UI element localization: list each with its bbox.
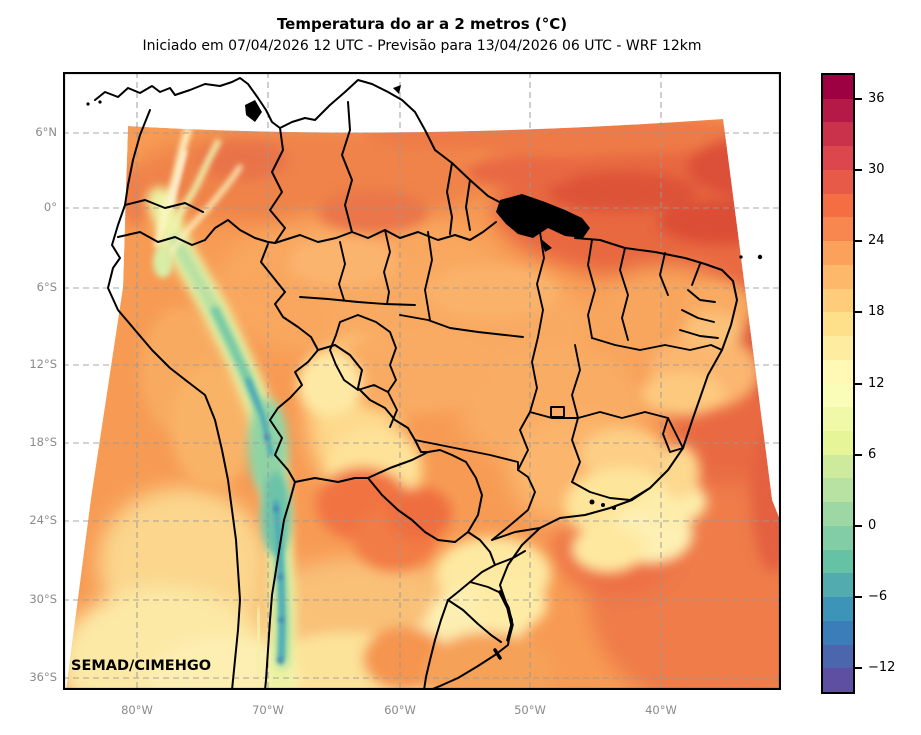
colorbar-tick xyxy=(855,667,862,670)
colorbar-tick-label: 12 xyxy=(868,375,885,391)
temperature-field xyxy=(66,119,780,690)
map-axes: SEMAD/CIMEHGO xyxy=(63,72,781,690)
patos-lagoon xyxy=(493,590,514,660)
lon-tick-label: 60°W xyxy=(384,703,416,717)
colorbar-band xyxy=(823,407,853,432)
colorbar-band xyxy=(823,98,853,123)
country-borders xyxy=(117,101,502,690)
lat-tick-label: 18°S xyxy=(29,435,57,449)
lat-tick-label: 30°S xyxy=(29,592,57,606)
lon-tick-label: 50°W xyxy=(514,703,546,717)
colorbar-band xyxy=(823,241,853,265)
andes-cold-strip xyxy=(147,187,297,690)
trinidad-island xyxy=(393,85,401,94)
lat-tick-label: 24°S xyxy=(29,513,57,527)
colorbar-band xyxy=(823,525,853,550)
colorbar-tick-label: 0 xyxy=(868,517,877,533)
colombia-cordilleras xyxy=(153,126,243,278)
colorbar-tick-label: 30 xyxy=(868,161,885,177)
colorbar xyxy=(821,73,855,694)
colorbar-band xyxy=(823,75,853,99)
colorbar-band xyxy=(823,668,853,693)
colorbar-tick xyxy=(855,382,862,385)
map-title: Temperatura do ar a 2 metros (°C) xyxy=(276,15,568,33)
colorbar-band xyxy=(823,549,853,574)
watermark: SEMAD/CIMEHGO xyxy=(71,658,212,674)
colorbar-tick xyxy=(855,97,862,100)
lat-tick-label: 0° xyxy=(43,200,57,214)
colorbar-band xyxy=(823,359,853,384)
colorbar-tick-label: −6 xyxy=(868,589,888,605)
colorbar-tick-label: 6 xyxy=(868,446,877,462)
colorbar-band xyxy=(823,502,853,526)
colorbar-band xyxy=(823,431,853,455)
colorbar-band xyxy=(823,597,853,621)
colorbar-tick-label: 18 xyxy=(868,304,885,320)
colorbar-tick-label: 24 xyxy=(868,233,885,249)
colorbar-band xyxy=(823,288,853,313)
map-subtitle: Iniciado em 07/04/2026 12 UTC - Previsão… xyxy=(142,38,702,54)
map-svg xyxy=(63,72,781,690)
colorbar-tick xyxy=(855,311,862,314)
colorbar-tick xyxy=(855,453,862,456)
colorbar-tick xyxy=(855,168,862,171)
colorbar-band xyxy=(823,336,853,360)
lat-tick-label: 6°N xyxy=(35,125,57,139)
lake-maracaibo xyxy=(245,100,262,122)
colorbar-band xyxy=(823,620,853,645)
colorbar-band xyxy=(823,193,853,218)
colorbar-band xyxy=(823,312,853,337)
field-patches xyxy=(119,119,780,690)
colorbar-band xyxy=(823,644,853,669)
colorbar-band xyxy=(823,146,853,170)
colorbar-tick-label: 36 xyxy=(868,90,885,106)
colorbar-band xyxy=(823,573,853,598)
axes-frame xyxy=(63,72,781,690)
colorbar-band xyxy=(823,454,853,479)
water-features xyxy=(86,85,763,510)
lat-tick-label: 12°S xyxy=(29,357,57,371)
state-borders xyxy=(299,229,723,601)
colorbar-band xyxy=(823,478,853,503)
distrito-federal-outline xyxy=(550,406,565,418)
colorbar-band xyxy=(823,264,853,289)
rio-coast-islands xyxy=(589,499,595,505)
gridlines xyxy=(63,72,781,690)
colorbar-tick xyxy=(855,524,862,527)
lon-tick-label: 80°W xyxy=(121,703,153,717)
lat-tick-label: 6°S xyxy=(36,280,57,294)
colorbar-tick xyxy=(855,240,862,243)
amazon-estuary xyxy=(496,194,590,238)
lon-tick-label: 70°W xyxy=(252,703,284,717)
lat-tick-label: 36°S xyxy=(29,670,57,684)
lon-tick-label: 40°W xyxy=(645,703,677,717)
colorbar-band xyxy=(823,217,853,242)
colorbar-band xyxy=(823,122,853,147)
colorbar-band xyxy=(823,383,853,408)
colorbar-tick-label: −12 xyxy=(868,660,896,676)
colorbar-tick xyxy=(855,596,862,599)
colorbar-band xyxy=(823,169,853,194)
